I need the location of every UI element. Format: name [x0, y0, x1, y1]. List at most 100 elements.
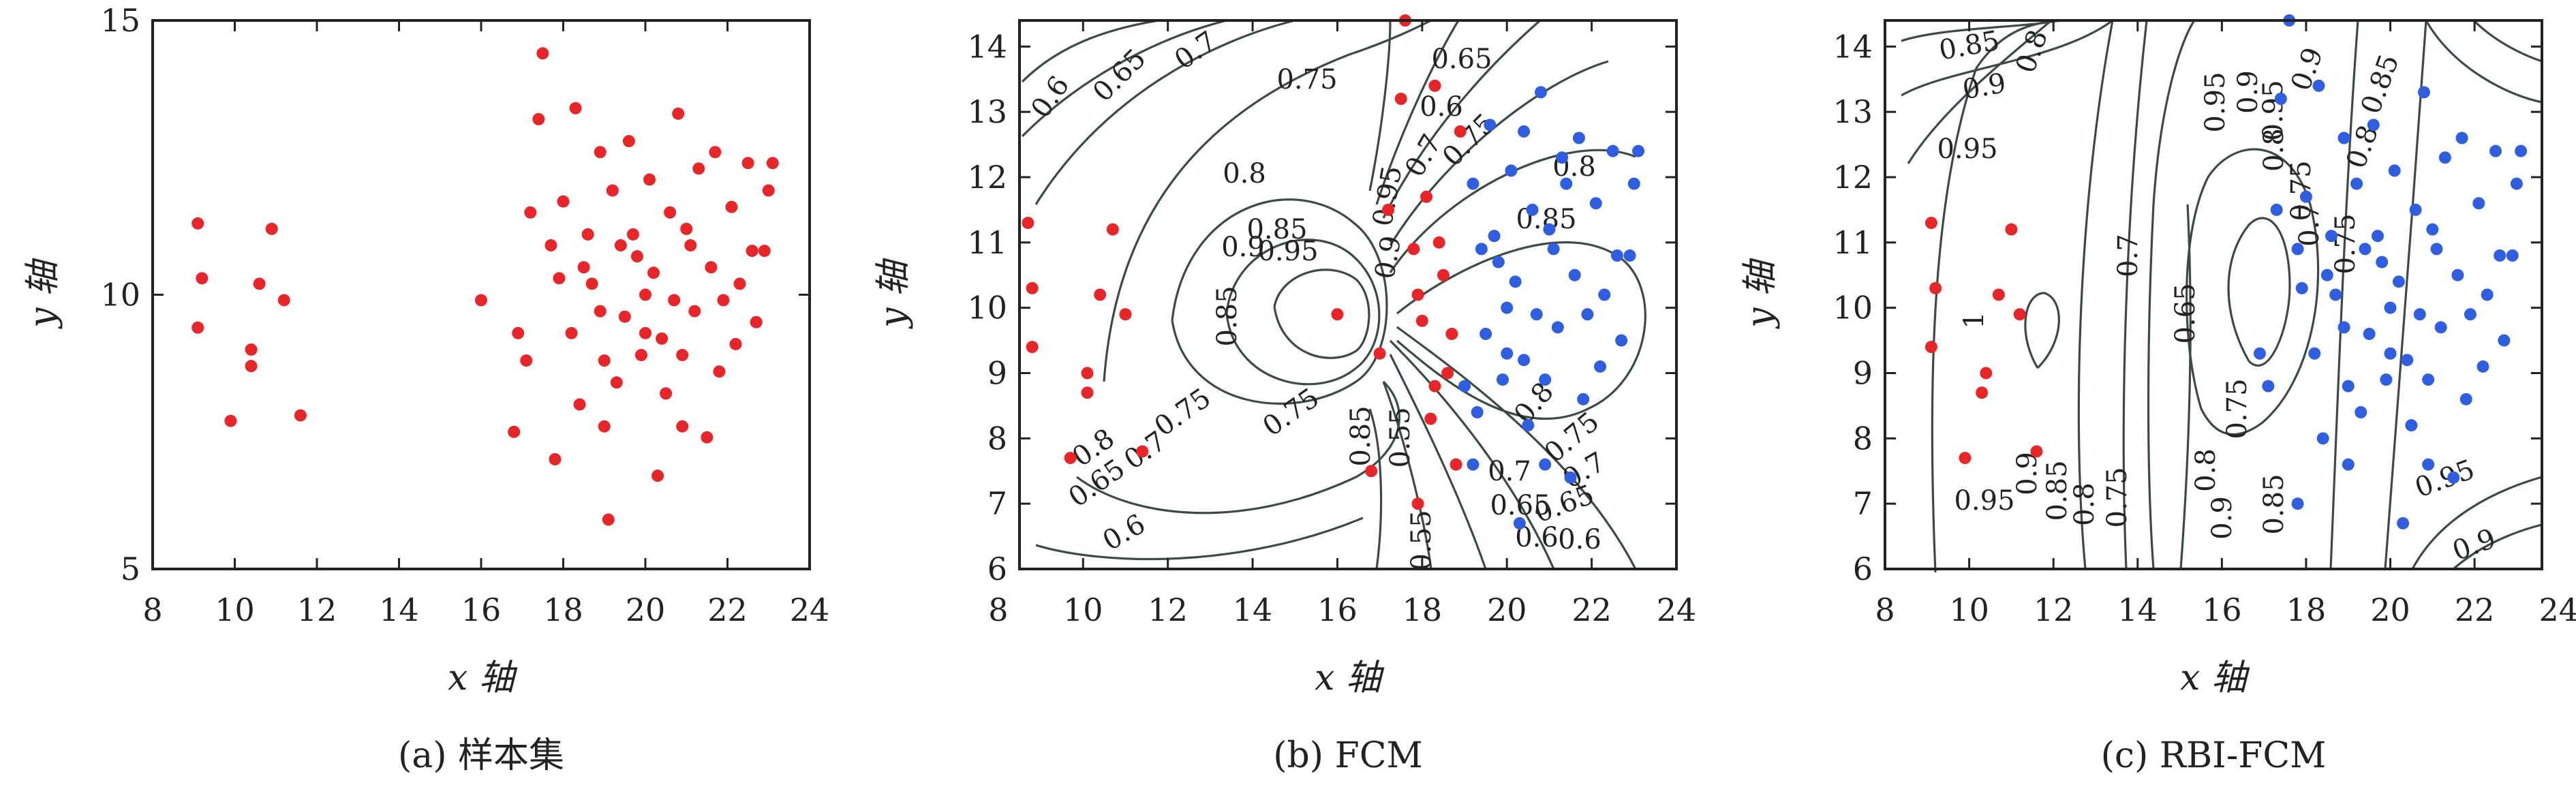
data-point — [2515, 144, 2528, 157]
data-point — [1479, 328, 1492, 340]
contour-label: 0.7 — [2113, 234, 2144, 277]
data-point — [2342, 380, 2355, 392]
data-point — [2291, 497, 2304, 510]
data-point — [524, 206, 537, 219]
contour-line — [1382, 381, 1432, 570]
contour-line — [1375, 20, 1460, 205]
x-tick-label: 12 — [1148, 591, 1188, 628]
contour-label: 0.8 — [2190, 448, 2222, 492]
data-point — [713, 365, 726, 378]
data-point — [660, 387, 673, 400]
data-point — [2417, 86, 2430, 99]
data-point — [1407, 243, 1420, 256]
y-tick-label: 15 — [100, 2, 140, 39]
data-point — [656, 332, 669, 345]
x-tick-label: 16 — [1317, 591, 1358, 628]
data-point — [549, 453, 562, 465]
data-point — [565, 326, 578, 339]
data-point — [2372, 230, 2384, 243]
data-point — [1411, 288, 1424, 301]
panel-b-fcm: 0.6 0.65 0.70.750.80.850.90.950.55 0.60.650… — [873, 14, 1696, 776]
data-point — [1136, 445, 1149, 458]
data-point — [2355, 406, 2367, 418]
y-tick-label: 13 — [967, 93, 1007, 130]
contour-label: 0.65 — [1431, 44, 1492, 75]
data-point — [1428, 79, 1441, 92]
panel-a-caption: (a) 样本集 — [398, 735, 564, 776]
contour-line — [1034, 19, 1295, 205]
contour-label: 0.8 — [2010, 26, 2054, 78]
data-point — [701, 431, 714, 444]
data-point — [2367, 119, 2380, 132]
data-point — [1437, 268, 1450, 281]
data-point — [2498, 334, 2511, 347]
data-point — [196, 272, 209, 285]
data-point — [1373, 347, 1386, 360]
data-point — [606, 184, 619, 197]
data-point — [1081, 386, 1094, 399]
contour-label: 0.75 — [2330, 213, 2361, 274]
x-tick-label: 18 — [1402, 591, 1443, 628]
x-tick-label: 20 — [1487, 591, 1527, 628]
data-point — [1428, 380, 1441, 392]
data-point — [1445, 328, 1458, 340]
data-point — [1509, 275, 1522, 288]
x-tick-label: 22 — [707, 591, 748, 628]
data-point — [553, 272, 566, 285]
x-tick-label: 18 — [2286, 591, 2327, 628]
contour-label: 0.65 — [2170, 283, 2201, 343]
x-tick-label: 14 — [379, 591, 419, 628]
data-point — [1623, 249, 1636, 262]
data-point — [1106, 223, 1119, 236]
data-point — [762, 184, 775, 197]
data-point — [2270, 203, 2283, 216]
x-tick-label: 24 — [2539, 591, 2576, 628]
contour-line — [1035, 517, 1364, 561]
contour-label: 0.85 — [2355, 50, 2406, 118]
data-point — [1564, 471, 1577, 484]
data-point — [191, 217, 204, 230]
data-point — [1959, 452, 1972, 465]
contour-line — [1389, 339, 1555, 570]
data-point — [692, 162, 705, 175]
data-point — [1501, 301, 1514, 314]
data-point — [2030, 445, 2043, 458]
panel-a-y-axis-title: y 轴 — [22, 258, 63, 329]
contour-label: 0.8 — [1223, 158, 1266, 189]
data-point — [2447, 471, 2460, 484]
panel-c-y-axis-title: y 轴 — [1740, 258, 1781, 329]
data-point — [1925, 341, 1937, 354]
data-point — [680, 222, 693, 235]
y-tick-label: 11 — [967, 224, 1007, 261]
contour-line — [2425, 20, 2543, 104]
panel-a-x-ticks: 8 10 12 14 16 18 20 22 24 — [142, 20, 829, 628]
data-point — [1547, 243, 1560, 256]
panel-c-plot-frame — [1884, 19, 2543, 570]
data-point — [2337, 321, 2350, 334]
data-point — [630, 250, 643, 263]
y-tick-label: 9 — [1853, 355, 1873, 392]
data-point — [614, 239, 627, 252]
data-point — [1467, 177, 1479, 190]
data-point — [2363, 328, 2376, 340]
contour-label: 0.9 — [2233, 70, 2264, 114]
data-point — [651, 470, 664, 482]
y-tick-label: 8 — [987, 420, 1007, 457]
panel-b-x-ticks: 8 10 12 14 16 18 20 22 24 — [988, 20, 1696, 628]
y-tick-label: 12 — [1833, 159, 1873, 196]
data-point — [2312, 79, 2325, 92]
contour-line — [1901, 19, 2113, 97]
y-tick-label: 14 — [1833, 28, 1873, 65]
contour-label: 0.6 — [1097, 508, 1150, 557]
contour-line — [1396, 241, 1646, 420]
data-point — [2422, 458, 2435, 471]
data-point — [585, 277, 598, 290]
data-point — [512, 326, 525, 339]
panel-b-y-axis-title: y 轴 — [873, 258, 914, 329]
data-point — [1471, 406, 1484, 418]
x-tick-label: 8 — [1875, 591, 1895, 628]
data-point — [1432, 236, 1445, 249]
contour-label: 0.75 — [2222, 378, 2253, 439]
data-point — [1992, 288, 2005, 301]
